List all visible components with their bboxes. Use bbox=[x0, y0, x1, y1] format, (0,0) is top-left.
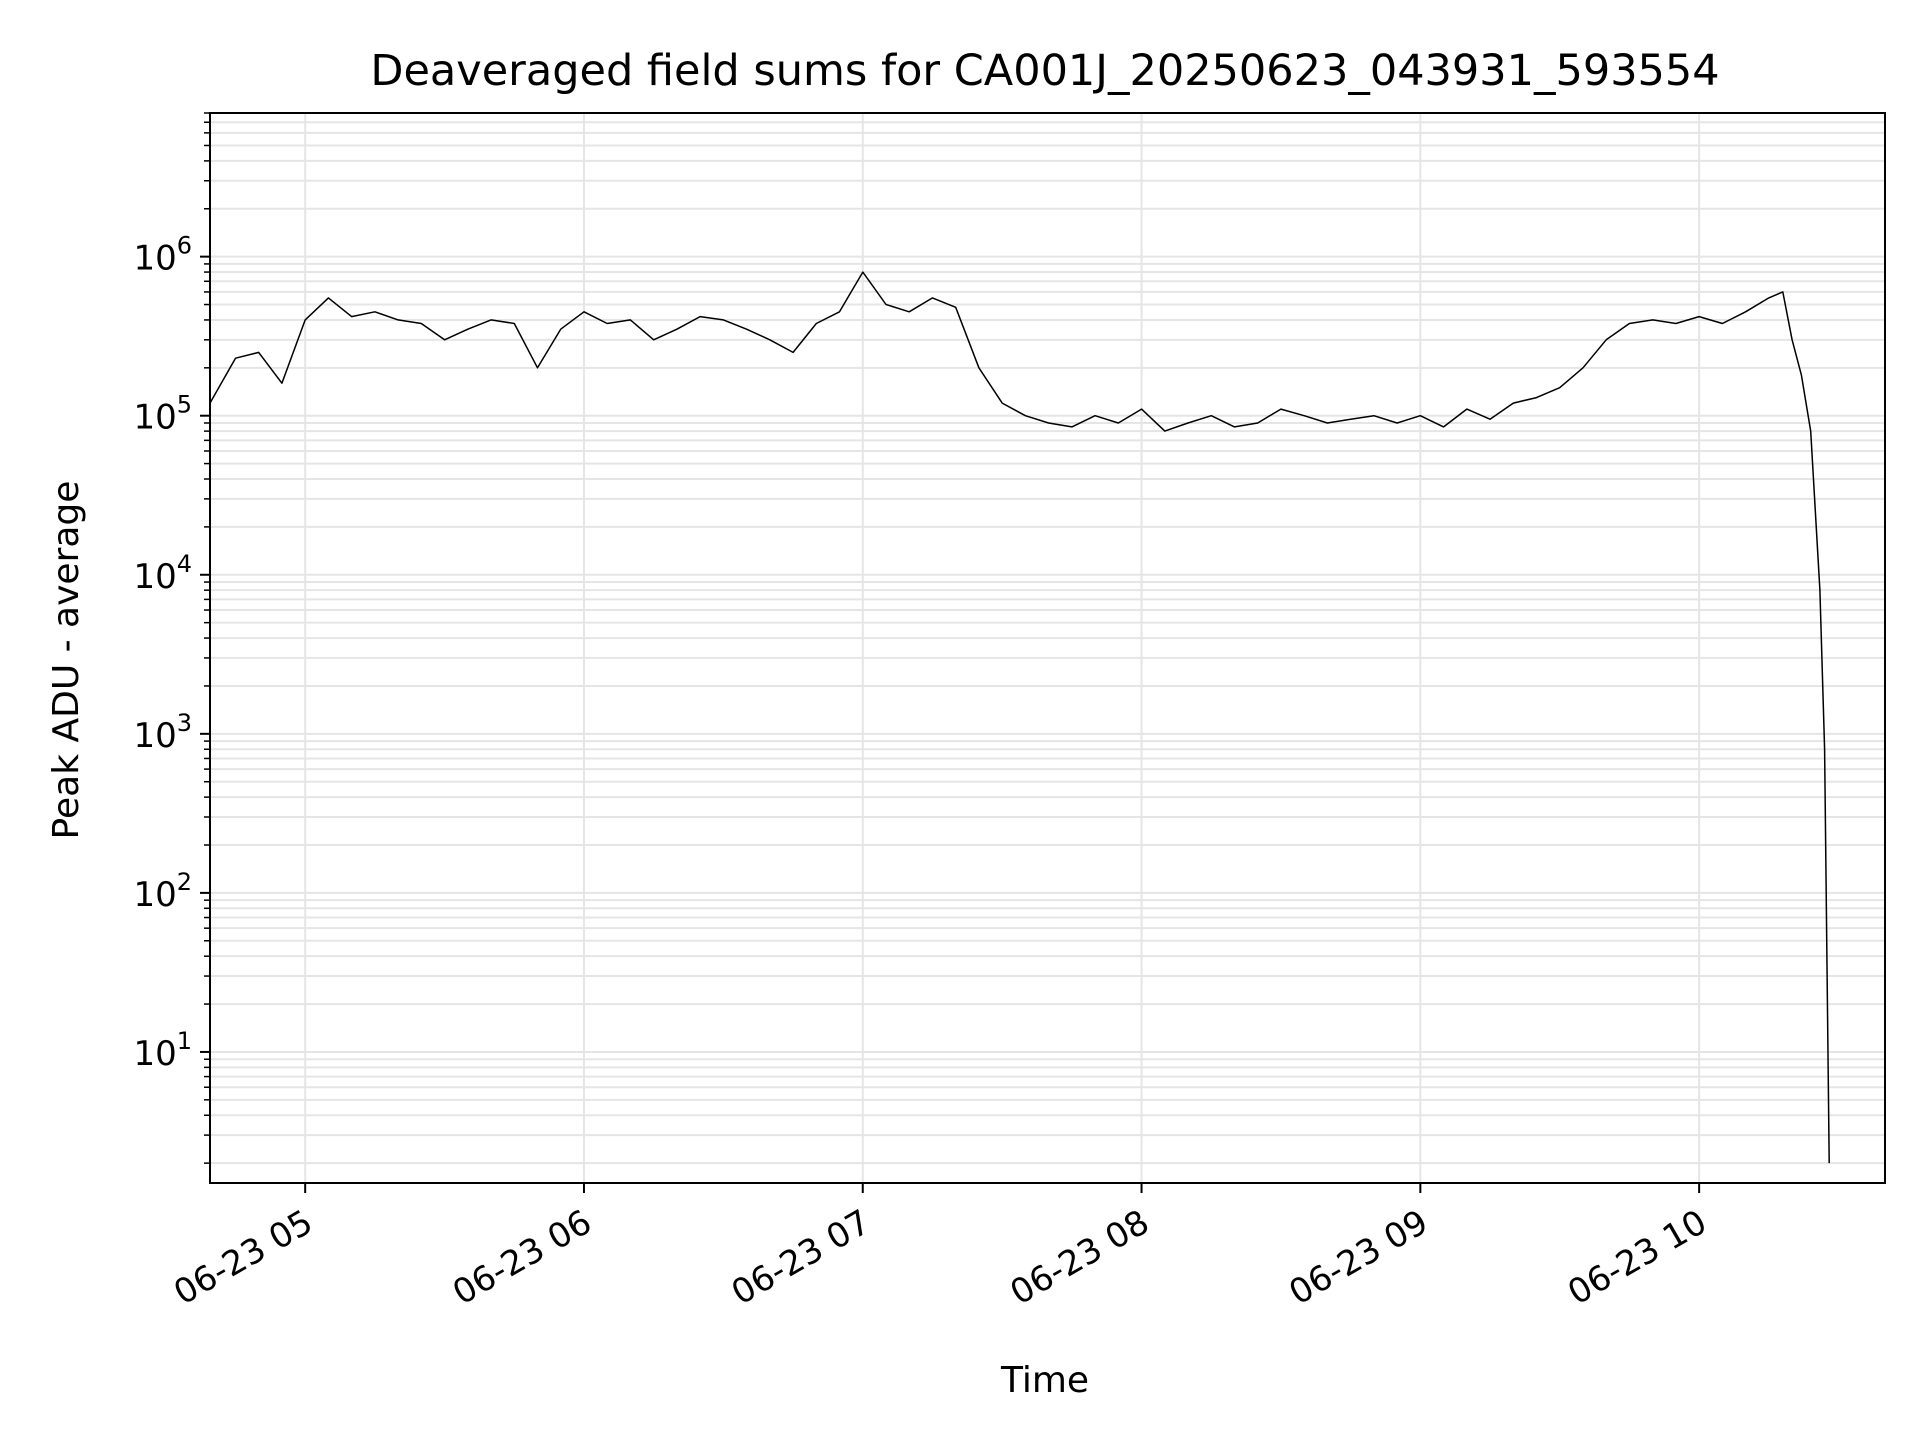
y-axis-ticks: 101 102 103 104 105 106 bbox=[133, 112, 210, 1164]
y-tick-label: 104 bbox=[133, 550, 192, 597]
y-axis-label: Peak ADU - average bbox=[46, 481, 87, 840]
chart-title: Deaveraged field sums for CA001J_2025062… bbox=[370, 46, 1719, 96]
y-tick-label: 106 bbox=[133, 232, 192, 279]
series-line bbox=[209, 271, 1830, 1164]
y-tick-label: 105 bbox=[133, 391, 192, 438]
x-axis-label: Time bbox=[1000, 1360, 1089, 1401]
plot-frame bbox=[209, 112, 1886, 1184]
series-layer bbox=[209, 271, 1830, 1164]
y-tick-label: 102 bbox=[133, 868, 192, 915]
grid bbox=[210, 112, 1885, 1183]
y-tick-label: 103 bbox=[133, 709, 192, 756]
y-tick-label: 101 bbox=[133, 1027, 192, 1074]
